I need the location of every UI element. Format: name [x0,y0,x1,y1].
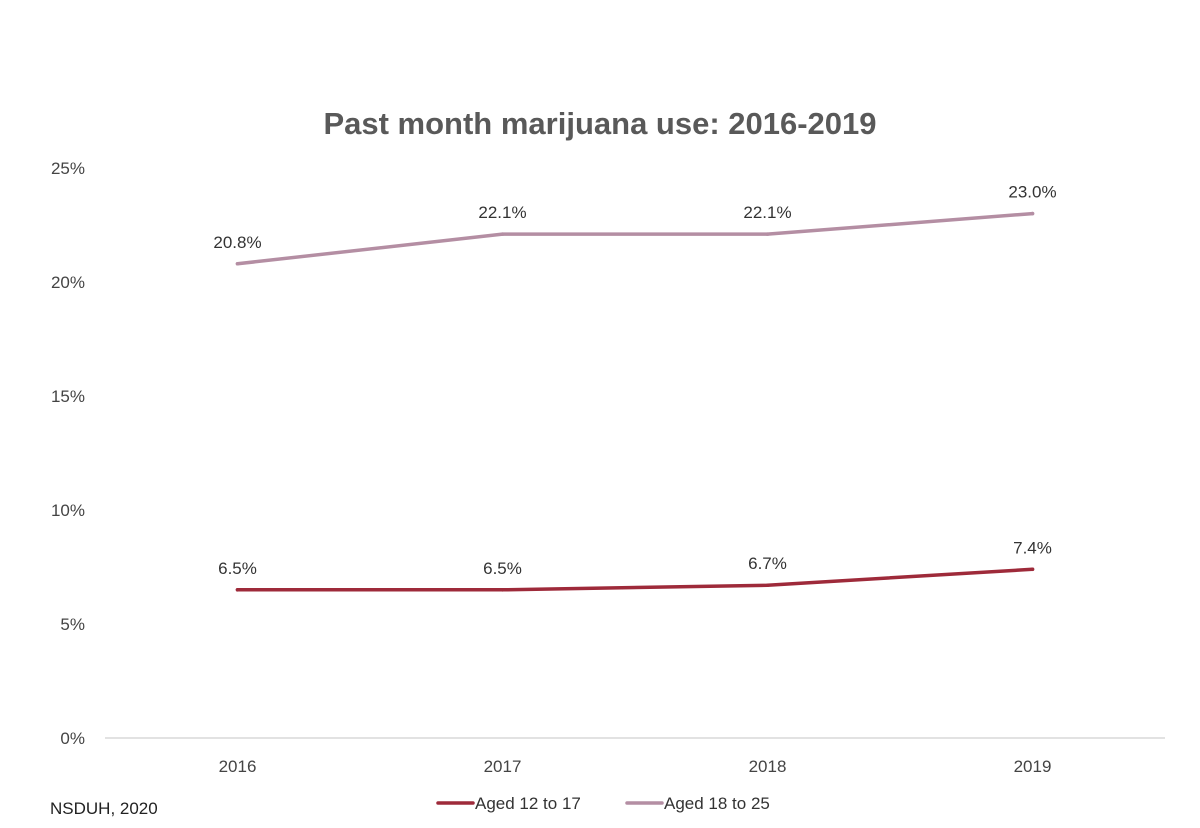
x-tick-label: 2018 [749,757,787,776]
source-note: NSDUH, 2020 [50,799,158,818]
data-point [500,232,505,236]
chart-title: Past month marijuana use: 2016-2019 [323,106,877,141]
y-tick-label: 25% [51,159,85,178]
data-point [235,261,240,266]
y-tick-label: 5% [60,615,85,634]
data-point [765,232,770,236]
data-label: 6.5% [483,559,522,578]
data-point [235,588,240,592]
y-tick-label: 10% [51,501,85,520]
x-tick-label: 2016 [219,757,257,776]
x-tick-label: 2017 [484,757,522,776]
data-label: 22.1% [743,203,791,222]
data-point [1030,567,1035,572]
series-line-2 [235,211,1035,266]
data-label: 22.1% [478,203,526,222]
data-label: 6.5% [218,559,257,578]
y-tick-label: 20% [51,273,85,292]
data-point [500,588,505,592]
legend-label: Aged 18 to 25 [664,794,770,813]
data-label: 20.8% [213,233,261,252]
x-tick-label: 2019 [1014,757,1052,776]
legend-label: Aged 12 to 17 [475,794,581,813]
data-label: 7.4% [1013,538,1052,557]
data-label: 6.7% [748,554,787,573]
data-point [1030,211,1035,216]
data-point [765,583,770,588]
y-tick-label: 0% [60,729,85,748]
series-line-1 [235,567,1035,592]
data-label: 23.0% [1008,183,1056,202]
y-tick-label: 15% [51,387,85,406]
